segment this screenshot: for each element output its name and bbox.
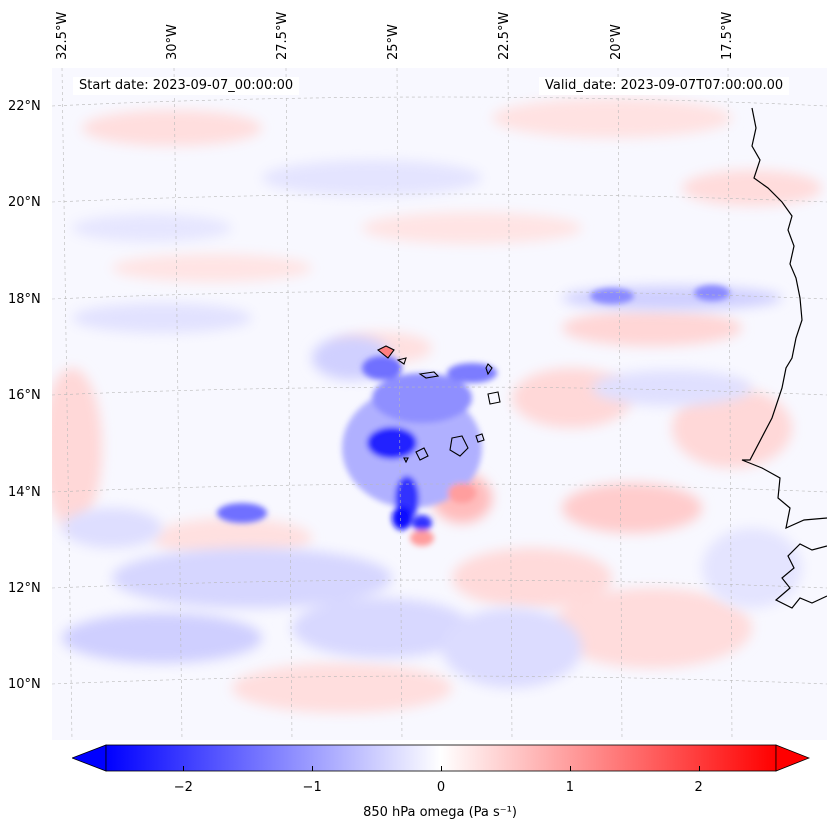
island-maio bbox=[475, 433, 485, 443]
lat-label-18n: 18°N bbox=[8, 292, 41, 307]
colorbar-tickmark bbox=[312, 766, 314, 771]
colorbar-tickmark bbox=[441, 766, 442, 771]
lon-label-32-5w: 32.5°W bbox=[55, 11, 70, 60]
colorbar-tickmark bbox=[569, 766, 571, 771]
lat-label-12n: 12°N bbox=[8, 581, 41, 596]
graticule bbox=[52, 68, 827, 740]
lon-label-25w: 25°W bbox=[386, 24, 401, 60]
lat-label-22n: 22°N bbox=[8, 99, 41, 114]
cape-verde-islands bbox=[376, 345, 501, 464]
meridian-25w bbox=[396, 68, 403, 740]
island-santo-antao bbox=[376, 345, 395, 359]
lon-label-30w: 30°W bbox=[165, 24, 180, 60]
island-sal bbox=[485, 363, 493, 376]
negative-omega-areas bbox=[62, 160, 802, 688]
meridian-32-5w bbox=[61, 68, 73, 740]
island-boa-vista bbox=[487, 391, 501, 405]
meridian-20w bbox=[617, 68, 623, 740]
lat-label-14n: 14°N bbox=[8, 485, 41, 500]
colorbar-tickmark bbox=[698, 766, 700, 771]
colorbar-tickmark bbox=[183, 766, 185, 771]
lon-label-22-5w: 22.5°W bbox=[497, 11, 512, 60]
meridian-22-5w bbox=[507, 68, 513, 740]
colorbar-extend-max bbox=[775, 744, 811, 772]
lat-label-10n: 10°N bbox=[8, 677, 41, 692]
lon-label-20w: 20°W bbox=[609, 24, 624, 60]
colorbar-tick-label: 2 bbox=[694, 780, 703, 795]
island-brava bbox=[403, 457, 409, 464]
colorbar-tick-label: 1 bbox=[565, 780, 574, 795]
omega-map bbox=[52, 68, 827, 740]
colorbar-tick-label: −2 bbox=[173, 780, 193, 795]
island-sao-vicente bbox=[396, 357, 407, 365]
colorbar-extend-min bbox=[70, 744, 107, 772]
meridian-30w bbox=[173, 68, 183, 740]
lon-label-17-5w: 17.5°W bbox=[720, 11, 735, 60]
meridian-17-5w bbox=[727, 68, 733, 740]
colorbar-tick-label: 0 bbox=[436, 780, 446, 795]
island-fogo bbox=[415, 447, 429, 461]
lat-label-20n: 20°N bbox=[8, 195, 41, 210]
valid-date-label: Valid_date: 2023-09-07T07:00:00.00 bbox=[539, 77, 790, 95]
island-sao-nicolau bbox=[418, 371, 440, 379]
africa-coastline bbox=[741, 107, 827, 530]
omega-field-svg bbox=[52, 68, 827, 740]
colorbar-tick-label: −1 bbox=[302, 780, 322, 795]
africa-coastline-south bbox=[774, 543, 827, 609]
lon-label-27-5w: 27.5°W bbox=[275, 11, 290, 60]
strong-ascent-core bbox=[217, 285, 730, 546]
lat-label-16n: 16°N bbox=[8, 388, 41, 403]
start-date-label: Start date: 2023-09-07_00:00:00 bbox=[73, 77, 300, 95]
colorbar-label: 850 hPa omega (Pa s⁻¹) bbox=[363, 805, 517, 820]
island-santiago bbox=[449, 435, 469, 457]
meridian-27-5w bbox=[285, 68, 293, 740]
